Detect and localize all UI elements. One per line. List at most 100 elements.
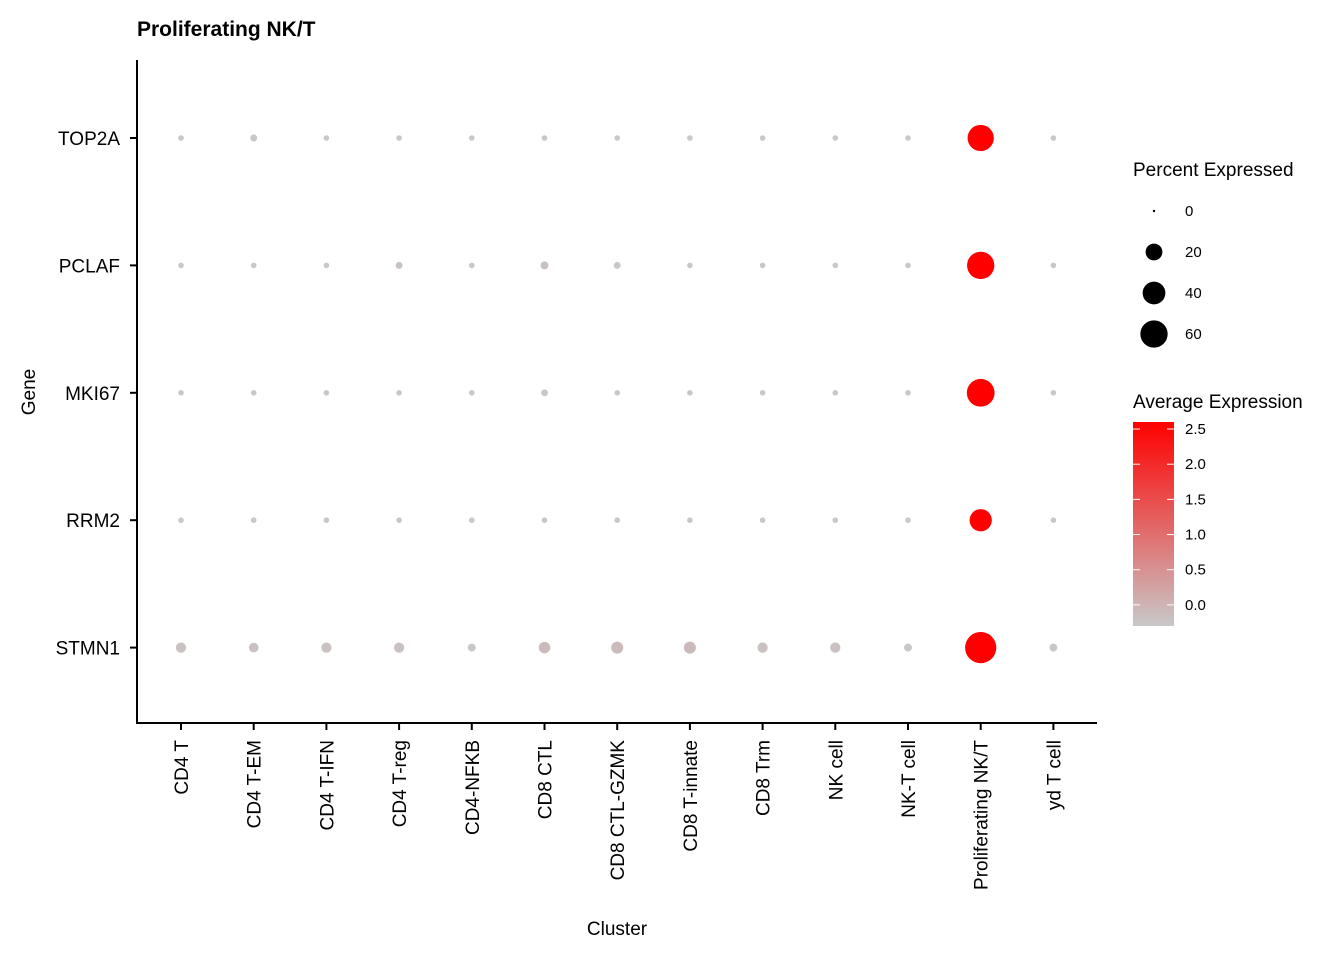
dot-pclaf	[540, 261, 549, 270]
dot-rrm2	[541, 517, 548, 524]
color-legend-label: 0.0	[1185, 597, 1206, 614]
dot-stmn1	[965, 632, 997, 664]
dot-pclaf	[905, 262, 911, 269]
dot-rrm2	[396, 517, 402, 524]
dot-mki67	[759, 389, 766, 396]
x-tick-label: CD4 T	[172, 740, 193, 795]
y-tick-label: RRM2	[66, 511, 120, 532]
y-tick-label: STMN1	[56, 639, 120, 660]
color-legend-label: 1.0	[1185, 527, 1206, 544]
color-legend-title: Average Expression	[1133, 392, 1303, 413]
dot-mki67	[250, 389, 257, 396]
dot-rrm2	[614, 517, 621, 524]
dot-pclaf	[832, 262, 839, 269]
dot-mki67	[1050, 389, 1057, 396]
y-tick-label: MKI67	[65, 384, 120, 405]
size-legend-dot	[1145, 243, 1163, 261]
dot-stmn1	[248, 642, 259, 653]
color-legend: Average Expression 0.0 0.5 1.0 1.5 2.0 2.5	[1133, 392, 1303, 626]
dot-mki67	[323, 389, 330, 396]
dot-top2a	[178, 135, 184, 141]
dot-mki67	[832, 389, 839, 396]
dot-mki67	[541, 389, 548, 397]
x-tick-label: yd T cell	[1044, 740, 1065, 810]
size-legend-label: 20	[1185, 244, 1202, 261]
dot-pclaf	[967, 251, 995, 280]
dot-stmn1	[538, 641, 551, 654]
dot-stmn1	[1049, 643, 1058, 652]
x-tick-label: CD8 T-innate	[681, 740, 702, 852]
y-tick-label: PCLAF	[59, 256, 120, 277]
x-tick-label: NK cell	[826, 740, 847, 800]
dot-rrm2	[178, 517, 184, 524]
dot-top2a	[541, 135, 548, 141]
dot-mki67	[468, 389, 475, 396]
dot-pclaf	[323, 262, 330, 269]
dot-pclaf	[687, 262, 693, 269]
color-legend-label: 1.5	[1185, 491, 1206, 508]
dot-stmn1	[611, 641, 624, 654]
x-tick-label: CD4 T-reg	[390, 740, 411, 827]
dot-top2a	[905, 135, 911, 141]
dot-rrm2	[468, 517, 475, 524]
x-tick-label: CD4-NFKB	[463, 740, 484, 835]
dot-mki67	[178, 389, 184, 396]
dot-rrm2	[832, 517, 839, 524]
chart-title: Proliferating NK/T	[137, 18, 316, 41]
x-tick-label: CD4 T-IFN	[317, 740, 338, 830]
dot-mki67	[396, 389, 402, 396]
x-tick-label: CD8 CTL	[536, 740, 557, 819]
y-axis-ticks: TOP2A PCLAF MKI67 RRM2 STMN1	[56, 129, 137, 660]
dot-top2a	[396, 135, 402, 141]
dots-layer	[175, 124, 1058, 664]
dot-top2a	[759, 135, 766, 141]
color-legend-label: 2.0	[1185, 456, 1206, 473]
dot-rrm2	[759, 517, 766, 524]
color-legend-bar	[1133, 422, 1174, 626]
dot-stmn1	[830, 642, 841, 653]
y-tick-label: TOP2A	[58, 129, 120, 150]
x-tick-label: CD8 CTL-GZMK	[608, 740, 629, 881]
dot-top2a	[468, 135, 475, 141]
color-legend-label: 0.5	[1185, 562, 1206, 579]
x-axis-ticks: CD4 T CD4 T-EM CD4 T-IFN CD4 T-reg CD4-NFKB C…	[172, 723, 1065, 890]
dot-top2a	[1050, 135, 1057, 141]
size-legend-title: Percent Expressed	[1133, 160, 1294, 181]
x-tick-label: NK-T cell	[899, 740, 920, 818]
x-tick-label: Proliferating NK/T	[972, 740, 993, 890]
dot-top2a	[323, 135, 330, 141]
dot-stmn1	[757, 642, 768, 653]
dot-pclaf	[759, 262, 766, 269]
color-legend-label: 2.5	[1185, 421, 1206, 438]
size-legend: Percent Expressed 0 20 40 60	[1133, 160, 1294, 348]
x-tick-label: CD8 Trm	[754, 740, 775, 816]
dot-rrm2	[905, 517, 911, 524]
dot-pclaf	[395, 261, 403, 269]
dot-pclaf	[250, 262, 257, 269]
dot-rrm2	[687, 517, 693, 524]
dot-top2a	[832, 135, 839, 141]
dot-rrm2	[1050, 517, 1057, 524]
dot-stmn1	[467, 643, 476, 652]
dot-stmn1	[393, 642, 405, 653]
dot-top2a	[687, 135, 693, 141]
dot-mki67	[687, 389, 693, 396]
dot-rrm2	[969, 509, 992, 532]
size-legend-label: 0	[1185, 203, 1193, 220]
dot-mki67	[966, 378, 995, 407]
size-legend-label: 40	[1185, 285, 1202, 302]
dot-pclaf	[178, 262, 184, 269]
dot-pclaf	[1050, 262, 1057, 269]
dot-stmn1	[175, 642, 187, 653]
x-axis-title: Cluster	[587, 919, 648, 940]
dot-top2a	[250, 134, 258, 142]
x-tick-label: CD4 T-EM	[245, 740, 266, 828]
dot-rrm2	[250, 517, 257, 524]
y-axis-title: Gene	[19, 369, 40, 415]
dot-top2a	[967, 124, 994, 152]
dot-rrm2	[323, 517, 330, 524]
dot-stmn1	[321, 642, 332, 653]
dot-pclaf	[613, 261, 621, 269]
size-legend-dot	[1140, 320, 1168, 348]
